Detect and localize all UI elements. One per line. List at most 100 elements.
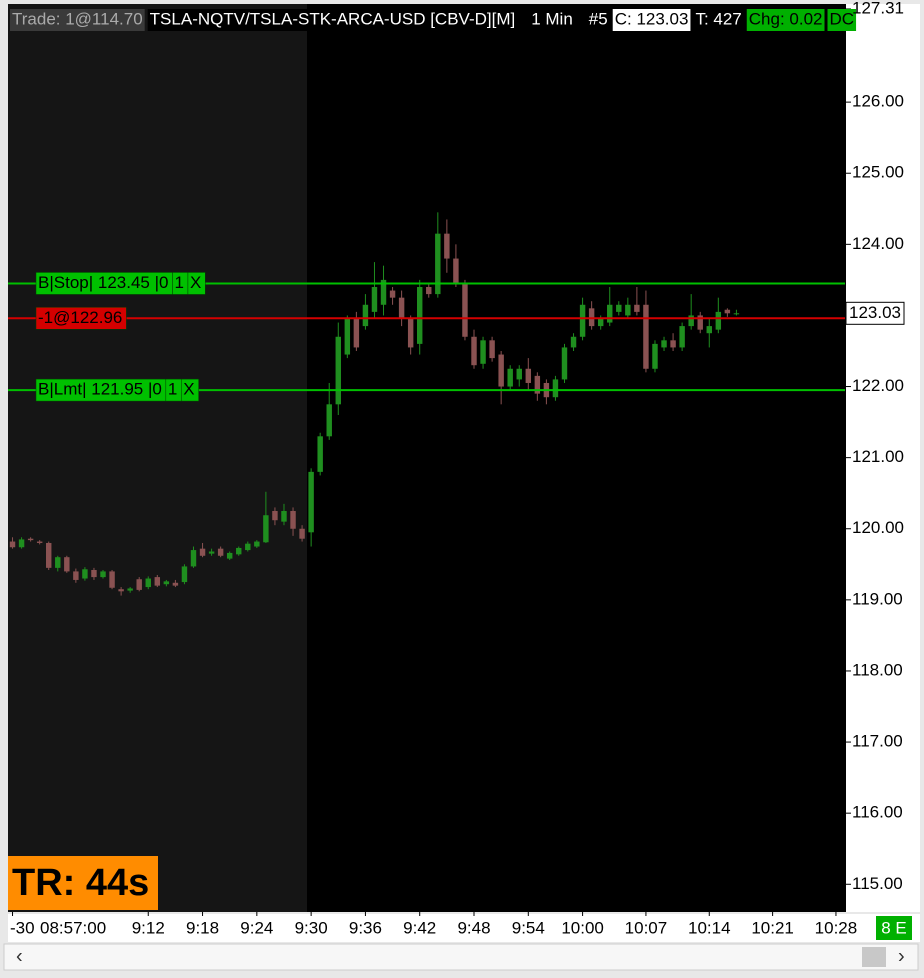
candle-body (688, 315, 694, 327)
candle-body (579, 304, 586, 337)
header-box (746, 9, 825, 31)
candle-body (652, 343, 658, 369)
candle-body (733, 313, 740, 315)
candle-body (299, 528, 305, 539)
candle-body (706, 326, 712, 334)
candle-body (36, 541, 43, 543)
candle-body (371, 286, 378, 312)
candle-body (643, 304, 649, 369)
order-tag-text: 1 (174, 273, 183, 292)
candle-body (344, 318, 351, 355)
candle-body (534, 375, 541, 394)
candle-body (91, 569, 97, 578)
candle-body (64, 557, 70, 572)
x-tick-label: 9:36 (349, 918, 382, 937)
candle-body (82, 569, 88, 579)
x-tick-label: 9:12 (132, 918, 165, 937)
candle-body (281, 510, 287, 522)
candle-body (416, 286, 423, 344)
order-tag-box (181, 378, 199, 402)
order-tag-text: 1 (168, 380, 177, 399)
offset-label: -30 (10, 918, 35, 937)
order-tag-part[interactable]: -1@122.96 (35, 307, 127, 330)
candle-body (335, 336, 341, 405)
candle-body (507, 368, 513, 387)
timer: TR: 44s (12, 862, 149, 904)
timer-box (8, 856, 158, 910)
scrollbar[interactable] (3, 943, 919, 971)
candle-body (217, 548, 224, 556)
corner-box (876, 916, 912, 940)
time-axis (8, 914, 920, 942)
last-price-box (845, 301, 905, 325)
candle-body (480, 340, 486, 364)
header-text: T: 427 (695, 9, 741, 28)
y-tick-label: 126.00 (852, 92, 904, 111)
order-tag-text: -1@122.96 (38, 308, 122, 327)
candle-body (670, 340, 676, 348)
candle-body (561, 347, 568, 380)
candle-body (607, 304, 613, 323)
order-tag-box (35, 307, 127, 330)
candle-body (398, 297, 405, 319)
header-box (693, 9, 744, 31)
order-tag-box (187, 272, 206, 295)
candle-body (73, 571, 79, 580)
candle-body (154, 577, 161, 586)
candle-body (226, 552, 233, 559)
header-text: Trade: 1@114.70 (12, 9, 143, 28)
scroll-right[interactable]: › (898, 945, 905, 967)
candle-body (272, 510, 278, 521)
candle-body (18, 539, 25, 548)
header-text: #5 (589, 9, 608, 28)
candle-body (498, 354, 504, 387)
price-axis (846, 4, 920, 912)
y-tick-label: 117.00 (852, 732, 903, 751)
candle-body (9, 541, 16, 548)
x-tick-label: 10:07 (625, 918, 668, 937)
header-text: 1 Min (531, 9, 573, 28)
header-text: Chg: 0.02 (749, 9, 823, 28)
header-box (10, 9, 145, 31)
candle-body (136, 579, 142, 590)
header-item: DC (827, 9, 857, 31)
x-tick-label: 10:00 (561, 918, 604, 937)
candle-body (489, 340, 495, 359)
candle-body (290, 510, 296, 529)
order-tag-part[interactable]: X (181, 378, 199, 402)
candle-body (715, 311, 722, 330)
scroll-thumb[interactable] (862, 947, 886, 967)
header-item: Trade: 1@114.70 (10, 9, 145, 31)
order-tag-part[interactable]: 1 (172, 272, 189, 295)
x-tick-label: 10:28 (815, 918, 858, 937)
candle-body (588, 308, 595, 327)
y-tick-label: 116.00 (852, 803, 903, 822)
y-tick-label: 125.00 (852, 163, 904, 182)
candle-body (208, 551, 215, 554)
header-box (827, 9, 857, 31)
header-item: C: 123.03 (612, 9, 691, 31)
candle-body (389, 290, 396, 298)
candle-body (679, 326, 685, 348)
order-tag-part[interactable]: X (187, 272, 206, 295)
candle-body (46, 542, 52, 568)
order-tag-part[interactable]: B|Lmt| 121.95 |0 (35, 378, 167, 402)
candle-body (127, 588, 133, 591)
candle-body (453, 258, 459, 284)
header-text: C: 123.03 (615, 9, 689, 28)
candle-body (616, 304, 622, 312)
x-tick-label: 08:57:00 (40, 918, 106, 937)
x-tick-label: 9:30 (295, 918, 328, 937)
order-tag-part[interactable]: B|Stop| 123.45 |0 (35, 272, 173, 295)
scroll-left[interactable]: ‹ (16, 945, 23, 967)
order-tag-text: B|Stop| 123.45 |0 (38, 273, 168, 292)
order-tag-part[interactable]: 1 (165, 378, 182, 402)
candle-body (181, 566, 188, 583)
candle-body (435, 233, 441, 295)
candle-body (326, 404, 332, 437)
candle-body (109, 571, 115, 588)
x-tick-label: 9:54 (512, 918, 545, 937)
candle-body (634, 304, 640, 312)
candle-body (317, 436, 323, 472)
header-item: TSLA-NQTV/TSLA-STK-ARCA-USD [CBV-D][M] (147, 9, 518, 31)
